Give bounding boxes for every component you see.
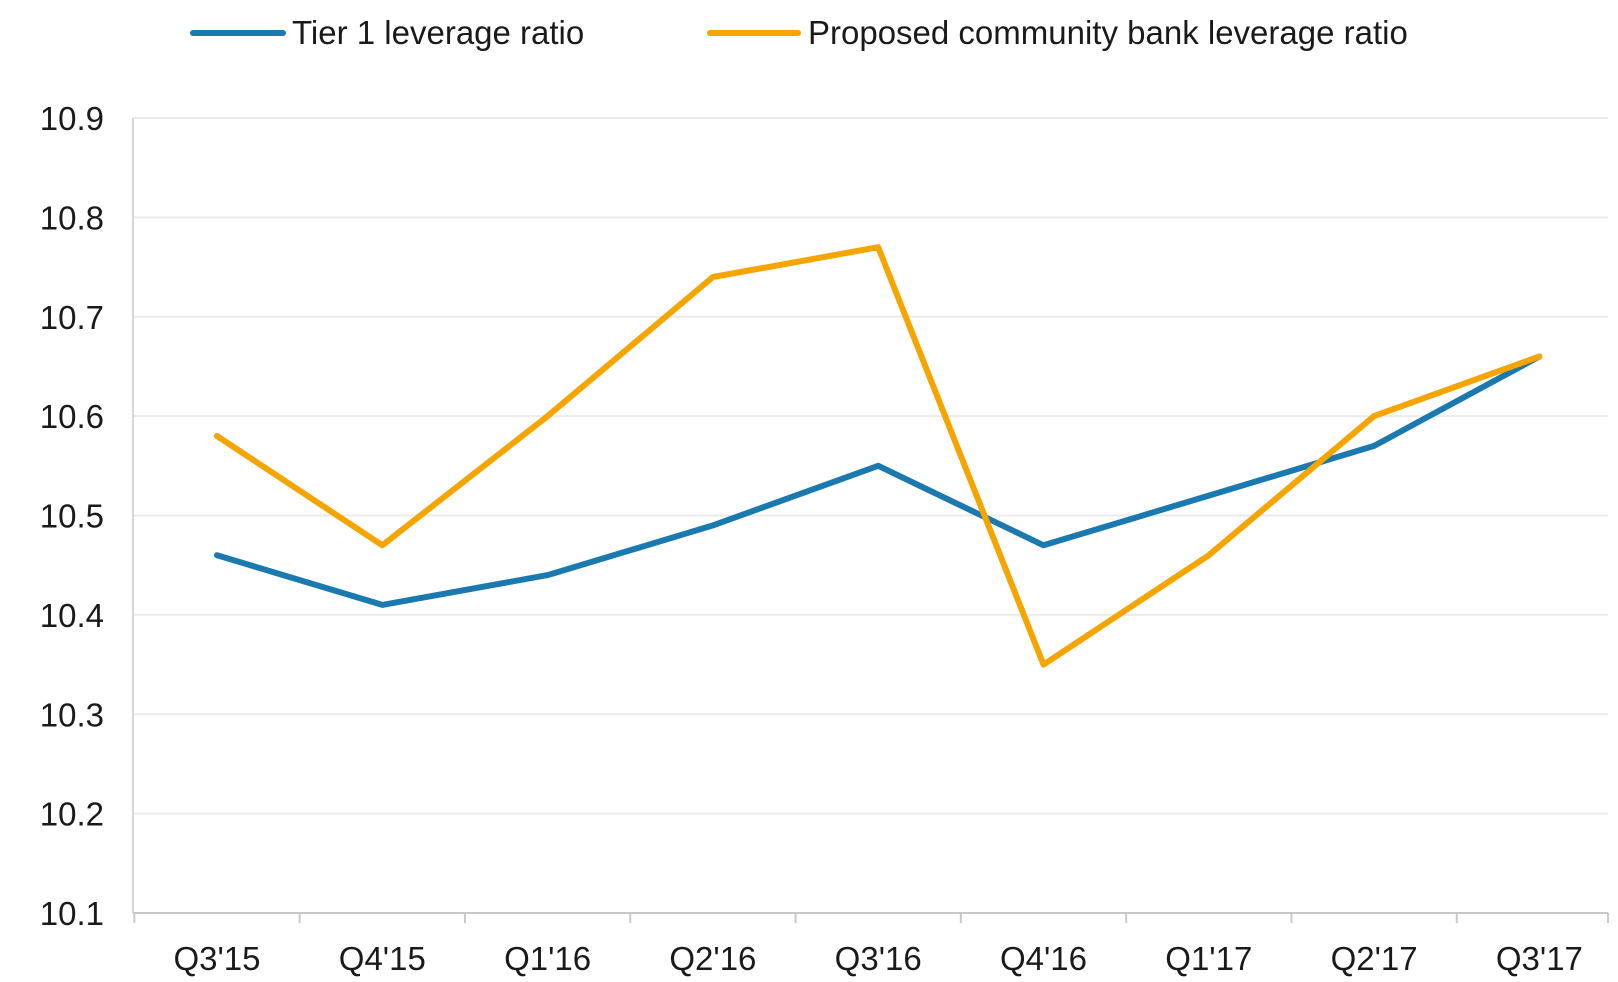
x-tick-label: Q4'15 bbox=[339, 940, 426, 977]
legend-label-tier1: Tier 1 leverage ratio bbox=[292, 14, 584, 51]
y-tick-label: 10.1 bbox=[40, 895, 104, 932]
y-tick-label: 10.6 bbox=[40, 398, 104, 435]
y-tick-label: 10.3 bbox=[40, 696, 104, 733]
x-tick-label: Q1'17 bbox=[1165, 940, 1252, 977]
x-tick-label: Q3'17 bbox=[1496, 940, 1583, 977]
x-tick-label: Q2'17 bbox=[1331, 940, 1418, 977]
x-tick-label: Q3'15 bbox=[173, 940, 260, 977]
y-tick-label: 10.8 bbox=[40, 199, 104, 236]
gridlines bbox=[133, 117, 1608, 815]
y-tick-label: 10.9 bbox=[40, 100, 104, 137]
x-tick-label: Q2'16 bbox=[669, 940, 756, 977]
axes: 10.9 10.8 10.7 10.6 10.5 10.4 10.3 10.2 10.1 Q3'1… bbox=[40, 100, 1609, 977]
x-tick-label: Q3'16 bbox=[835, 940, 922, 977]
y-tick-label: 10.5 bbox=[40, 498, 104, 535]
series-layer bbox=[214, 244, 1543, 668]
series-line-0 bbox=[214, 353, 1543, 608]
legend-label-proposed: Proposed community bank leverage ratio bbox=[808, 14, 1408, 51]
series-line-1 bbox=[214, 244, 1543, 668]
x-tick-label: Q1'16 bbox=[504, 940, 591, 977]
y-tick-label: 10.2 bbox=[40, 796, 104, 833]
legend: Tier 1 leverage ratio Proposed community… bbox=[190, 14, 1408, 51]
y-tick-label: 10.4 bbox=[40, 597, 104, 634]
x-tick-label: Q4'16 bbox=[1000, 940, 1087, 977]
y-tick-label: 10.7 bbox=[40, 299, 104, 336]
